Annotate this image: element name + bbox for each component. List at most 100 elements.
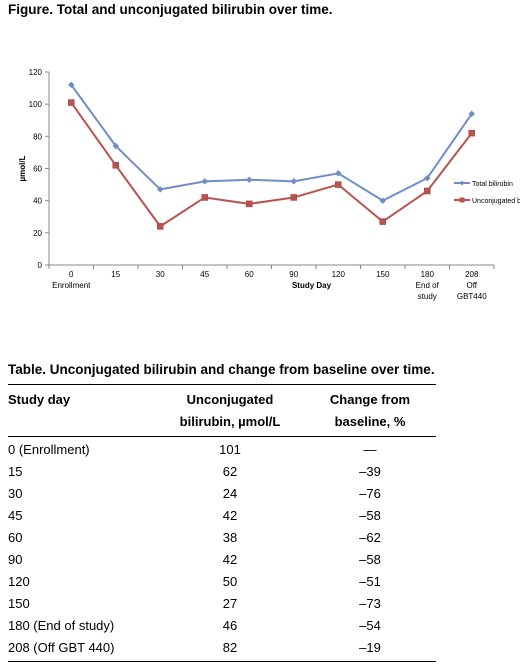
- cell-study-day: 150: [8, 596, 30, 611]
- header-study-day: Study day: [8, 392, 71, 407]
- series-point: [424, 187, 431, 195]
- bilirubin-line-chart: 0 20 40 60 80 100 120 0 Enrollment 15 30 45 60 90 120 1…: [18, 68, 520, 301]
- cell-unconjugated: 27: [222, 596, 238, 611]
- cell-unconjugated: 24: [222, 486, 238, 501]
- x-tick-label: 120: [332, 270, 346, 279]
- y-axis-label: µmol/L: [18, 155, 27, 181]
- x-tick-label: study: [418, 292, 437, 301]
- cell-change: —: [363, 442, 377, 457]
- table-header-row: Study day Unconjugated Change from: [8, 385, 436, 412]
- x-tick-label: 90: [289, 270, 298, 279]
- series-point: [379, 197, 387, 205]
- cell-unconjugated: 50: [222, 574, 238, 589]
- header-change-2: baseline, %: [334, 414, 406, 429]
- series-point: [246, 200, 253, 208]
- table-row: 30 24 –76: [8, 483, 436, 505]
- cell-unconjugated: 101: [219, 442, 241, 457]
- y-tick-label: 60: [33, 165, 42, 174]
- table-row: 0 (Enrollment) 101 —: [8, 437, 436, 462]
- cell-study-day: 90: [8, 552, 23, 567]
- y-tick-label: 0: [38, 261, 43, 270]
- x-axis-label: Study Day: [292, 281, 332, 290]
- table-body: 0 (Enrollment) 101 — 15 62 –39 30 24 –76 45 42 –58 6…: [8, 437, 436, 662]
- x-tick-label: Enrollment: [52, 281, 91, 290]
- bilirubin-table: Study day Unconjugated Change from bilir…: [8, 384, 436, 662]
- y-tick-label: 20: [33, 229, 42, 238]
- y-tick-label: 120: [29, 68, 43, 77]
- y-tick-label: 100: [29, 100, 43, 109]
- cell-study-day: 180 (End of study): [8, 618, 115, 633]
- series-point: [468, 110, 476, 118]
- x-tick-label: 180: [421, 270, 435, 279]
- table-row: 15 62 –39: [8, 461, 436, 483]
- cell-study-day: 0 (Enrollment): [8, 442, 90, 457]
- cell-change: –54: [359, 618, 381, 633]
- x-tick-label: 15: [111, 270, 120, 279]
- x-tick-label: GBT440: [457, 292, 487, 301]
- table-row: 60 38 –62: [8, 527, 436, 549]
- header-study-day-2: [8, 411, 156, 437]
- table-row: 180 (End of study) 46 –54: [8, 615, 436, 637]
- cell-study-day: 30: [8, 486, 23, 501]
- y-tick-label: 80: [33, 132, 42, 141]
- cell-study-day: 15: [8, 464, 23, 479]
- series-point: [290, 178, 298, 185]
- series-point: [156, 186, 164, 193]
- series-point: [68, 99, 75, 106]
- series-point: [112, 162, 119, 169]
- x-tick-label: 208: [465, 270, 479, 279]
- cell-study-day: 60: [8, 530, 23, 545]
- header-unconjugated-2: bilirubin, µmol/L: [179, 414, 281, 429]
- x-tick-label: 30: [156, 270, 165, 279]
- cell-unconjugated: 42: [222, 552, 238, 567]
- x-tick-label: 0: [69, 270, 74, 279]
- series-line: [70, 84, 473, 202]
- cell-unconjugated: 38: [222, 530, 238, 545]
- cell-study-day: 208 (Off GBT 440): [8, 640, 115, 655]
- cell-change: –73: [359, 596, 381, 611]
- table-title: Table. Unconjugated bilirubin and change…: [8, 362, 435, 377]
- x-tick-label: Off: [466, 281, 477, 290]
- table-row: 90 42 –58: [8, 549, 436, 571]
- cell-change: –58: [359, 552, 381, 567]
- legend-swatch-marker: [459, 197, 465, 203]
- cell-change: –39: [359, 464, 381, 479]
- x-tick-label: 60: [245, 270, 254, 279]
- cell-change: –76: [359, 486, 381, 501]
- cell-unconjugated: 42: [222, 508, 238, 523]
- table-row: 208 (Off GBT 440) 82 –19: [8, 637, 436, 662]
- series-point: [67, 81, 75, 89]
- cell-change: –19: [359, 640, 381, 655]
- cell-change: –58: [359, 508, 381, 523]
- header-unconjugated: Unconjugated: [186, 392, 274, 407]
- series-point: [334, 169, 342, 177]
- series-point: [201, 178, 209, 185]
- x-tick-label: End of: [416, 281, 440, 290]
- legend-swatch-marker: [459, 180, 465, 186]
- series-point: [379, 218, 386, 225]
- cell-unconjugated: 62: [222, 464, 238, 479]
- table-header-row-2: bilirubin, µmol/L baseline, %: [8, 411, 436, 437]
- figure-title: Figure. Total and unconjugated bilirubin…: [8, 2, 333, 17]
- table-row: 150 27 –73: [8, 593, 436, 615]
- series-point: [423, 174, 431, 182]
- x-tick-label: 45: [200, 270, 209, 279]
- series-point: [112, 142, 120, 150]
- x-tick-label: 150: [376, 270, 390, 279]
- cell-unconjugated: 82: [222, 640, 238, 655]
- series-point: [245, 176, 253, 184]
- series-point: [335, 181, 342, 188]
- y-tick-label: 40: [33, 197, 42, 206]
- legend-label: Total bilirubin: [472, 181, 513, 188]
- cell-study-day: 45: [8, 508, 23, 523]
- series-point: [290, 194, 297, 201]
- cell-change: –62: [359, 530, 381, 545]
- series-point: [157, 223, 164, 230]
- table-row: 120 50 –51: [8, 571, 436, 593]
- cell-change: –51: [359, 574, 381, 589]
- header-change: Change from: [329, 392, 411, 407]
- cell-study-day: 120: [8, 574, 30, 589]
- table-row: 45 42 –58: [8, 505, 436, 527]
- series-point: [468, 129, 475, 137]
- legend-label: Unconjugated bil: [472, 198, 520, 205]
